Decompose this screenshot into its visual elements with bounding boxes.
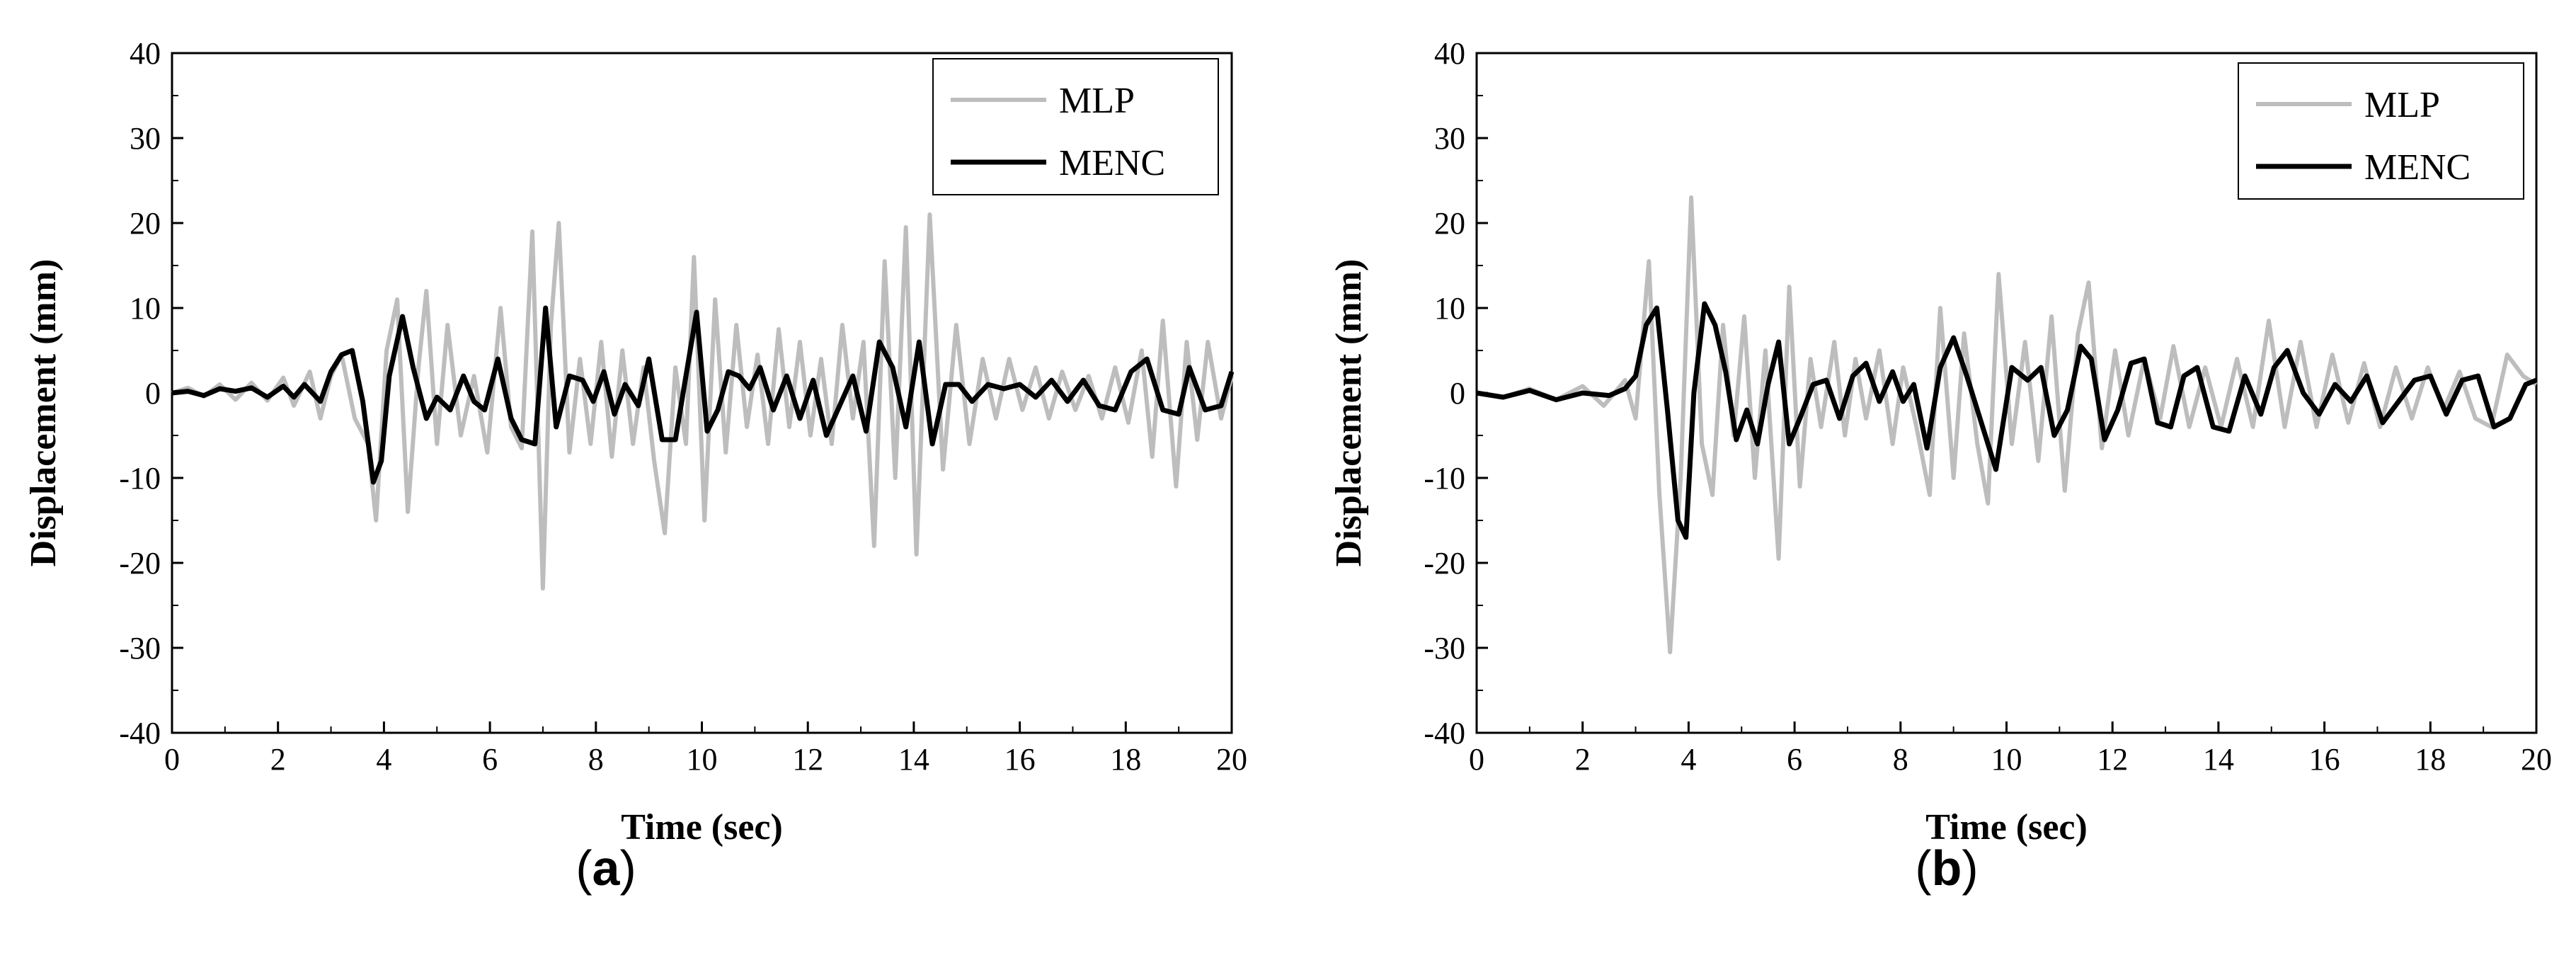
panel-label-open-paren: ( [1915, 840, 1931, 896]
y-tick-label: 40 [130, 36, 161, 71]
panel-label-letter: a [593, 840, 621, 896]
legend-label-menc: MENC [2364, 147, 2471, 188]
x-tick-label: 18 [2415, 742, 2446, 777]
x-tick-label: 4 [1681, 742, 1696, 777]
x-tick-label: 8 [1893, 742, 1908, 777]
x-axis-title: Time (sec) [621, 807, 783, 848]
y-tick-label: -30 [1424, 631, 1465, 666]
legend-box [2238, 62, 2524, 200]
panel-label-open-paren: ( [576, 840, 592, 896]
x-tick-label: 4 [376, 742, 391, 777]
x-tick-label: 12 [2097, 742, 2128, 777]
x-tick-label: 10 [687, 742, 718, 777]
x-tick-label: 6 [482, 742, 498, 777]
x-tick-label: 2 [1575, 742, 1591, 777]
panel-label-close-paren: ) [619, 840, 636, 896]
legend-box [932, 58, 1219, 195]
series-line-mlp [1476, 195, 2538, 654]
x-tick-label: 0 [164, 742, 180, 777]
y-tick-label: 30 [130, 121, 161, 156]
x-tick-label: 12 [792, 742, 823, 777]
legend-label-menc: MENC [1059, 143, 1165, 183]
y-tick-label: 20 [1434, 206, 1465, 241]
x-tick-label: 18 [1110, 742, 1141, 777]
x-tick-label: 14 [898, 742, 929, 777]
x-tick-label: 16 [2309, 742, 2340, 777]
x-tick-label: 6 [1787, 742, 1802, 777]
x-tick-label: 0 [1469, 742, 1484, 777]
legend-label-mlp: MLP [2364, 85, 2440, 125]
y-tick-label: 0 [145, 376, 161, 411]
y-tick-label: -30 [119, 631, 161, 666]
series-line-menc [171, 305, 1235, 485]
y-axis-title: Displacement (mm) [23, 259, 64, 567]
panel-label-close-paren: ) [1962, 840, 1978, 896]
y-tick-label: 30 [1434, 121, 1465, 156]
y-tick-label: -40 [119, 716, 161, 751]
legend-label-mlp: MLP [1059, 81, 1135, 121]
x-tick-label: 20 [1216, 742, 1247, 777]
chart-panel-b: 0 2 4 6 8 10 12 14 16 18 20 -40 -30 -20 -10 0 10 20 30 40 Ti… [1329, 36, 2552, 896]
panel-label: (a) [576, 840, 636, 896]
y-tick-label: -10 [119, 461, 161, 496]
y-tick-label: -20 [1424, 546, 1465, 581]
y-tick-label: 40 [1434, 36, 1465, 71]
y-tick-label: 10 [1434, 291, 1465, 326]
series-line-menc [1476, 301, 2538, 540]
x-tick-label: 8 [588, 742, 604, 777]
x-tick-label: 16 [1004, 742, 1036, 777]
y-tick-label: -20 [119, 546, 161, 581]
panel-label-letter: b [1932, 840, 1962, 896]
legend: MLP MENC [932, 58, 1219, 195]
chart-panel-a: 0 2 4 6 8 10 12 14 16 18 20 -40 -30 -20 -10 0 10 20 30 40 Ti… [23, 36, 1247, 896]
y-axis-title: Displacement (mm) [1329, 259, 1369, 567]
y-tick-label: 10 [130, 291, 161, 326]
y-tick-label: 20 [130, 206, 161, 241]
y-tick-label: -40 [1424, 716, 1465, 751]
legend: MLP MENC [2238, 62, 2524, 200]
x-tick-label: 20 [2521, 742, 2552, 777]
x-tick-label: 10 [1991, 742, 2022, 777]
panel-label: (b) [1915, 840, 1978, 896]
series-line-mlp [171, 212, 1234, 590]
y-tick-label: -10 [1424, 461, 1465, 496]
x-axis-title: Time (sec) [1925, 807, 2088, 848]
x-tick-label: 2 [270, 742, 286, 777]
y-tick-label: 0 [1450, 376, 1465, 411]
x-tick-label: 14 [2203, 742, 2234, 777]
